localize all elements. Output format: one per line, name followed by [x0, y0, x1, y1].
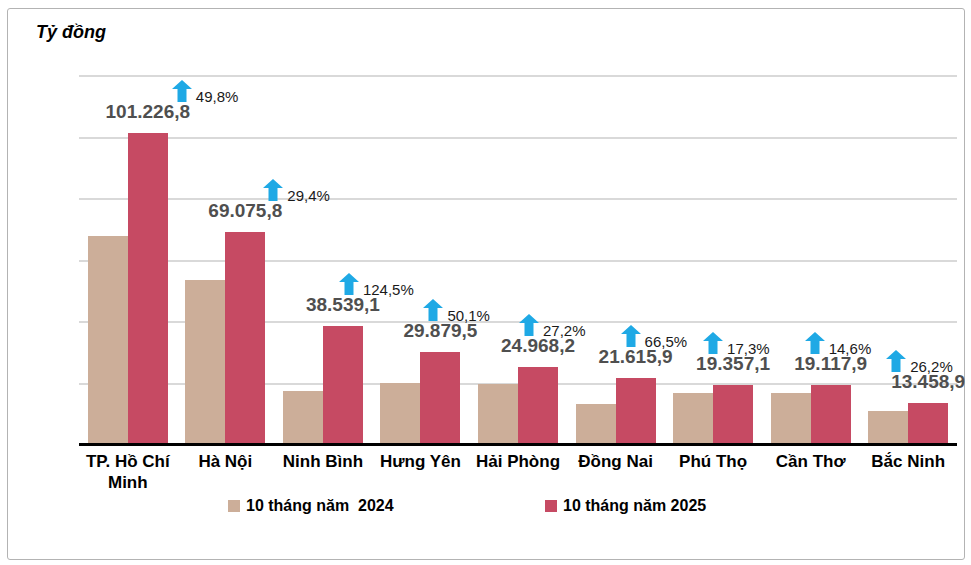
- legend-item-2024: 10 tháng năm 2024: [228, 497, 394, 515]
- bar-2025-2: [225, 232, 265, 444]
- bar-2024-1: [88, 236, 128, 444]
- legend-label-2025: 10 tháng năm 2025: [563, 497, 706, 515]
- x-axis-category-label: TP. Hồ Chí Minh: [76, 451, 180, 493]
- growth-up-arrow-icon: [621, 325, 641, 347]
- y-gridline: [79, 260, 957, 262]
- bar-2024-8: [771, 393, 811, 444]
- growth-percent-label: 27,2%: [543, 321, 586, 341]
- x-axis-category-label: Hải Phòng: [466, 451, 570, 472]
- bar-2025-1: [128, 133, 168, 444]
- growth-up-arrow-icon: [805, 332, 825, 354]
- bar-2025-8: [811, 385, 851, 444]
- growth-up-arrow-icon: [172, 80, 192, 102]
- x-axis-category-label: Phú Thọ: [661, 451, 765, 472]
- x-axis-category-label: Hà Nội: [173, 451, 277, 472]
- y-gridline: [79, 137, 957, 139]
- growth-percent-label: 14,6%: [829, 339, 872, 359]
- growth-percent-label: 124,5%: [363, 280, 414, 300]
- growth-percent-label: 26,2%: [910, 357, 953, 377]
- growth-percent-label: 66,5%: [645, 332, 688, 352]
- bar-2025-3: [323, 326, 363, 445]
- bar-2025-6: [616, 378, 656, 445]
- growth-up-arrow-icon: [519, 314, 539, 336]
- legend-swatch-2025: [545, 500, 557, 512]
- bar-2024-9: [868, 411, 908, 444]
- growth-up-arrow-icon: [339, 273, 359, 295]
- growth-up-arrow-icon: [263, 179, 283, 201]
- x-axis-category-label: Cần Thơ: [759, 451, 863, 472]
- growth-up-arrow-icon: [703, 332, 723, 354]
- growth-up-arrow-icon: [423, 299, 443, 321]
- bar-2025-5: [518, 367, 558, 444]
- bar-2024-6: [576, 404, 616, 444]
- bar-chart-plot-area: 101.226,849,8%TP. Hồ Chí Minh69.075,829,…: [0, 0, 971, 565]
- bar-2025-9: [908, 403, 948, 444]
- bar-2024-3: [283, 391, 323, 444]
- bar-2024-4: [380, 383, 420, 444]
- growth-percent-label: 50,1%: [447, 306, 490, 326]
- y-gridline: [79, 75, 957, 77]
- x-axis-category-label: Bắc Ninh: [856, 451, 960, 472]
- legend-label-2024: 10 tháng năm 2024: [246, 497, 394, 515]
- growth-up-arrow-icon: [886, 350, 906, 372]
- growth-percent-label: 29,4%: [287, 186, 330, 206]
- bar-2025-4: [420, 352, 460, 444]
- x-axis-category-label: Đồng Nai: [564, 451, 668, 472]
- growth-percent-label: 49,8%: [196, 87, 239, 107]
- legend-swatch-2024: [228, 500, 240, 512]
- bar-2025-7: [713, 385, 753, 445]
- x-axis-line: [79, 443, 957, 446]
- legend-item-2025: 10 tháng năm 2025: [545, 497, 706, 515]
- x-axis-category-label: Ninh Bình: [271, 451, 375, 472]
- bar-2024-2: [185, 280, 225, 444]
- bar-2024-7: [673, 393, 713, 444]
- bar-2024-5: [478, 384, 518, 444]
- x-axis-category-label: Hưng Yên: [368, 451, 472, 472]
- chart-legend: 10 tháng năm 2024 10 tháng năm 2025: [0, 497, 971, 521]
